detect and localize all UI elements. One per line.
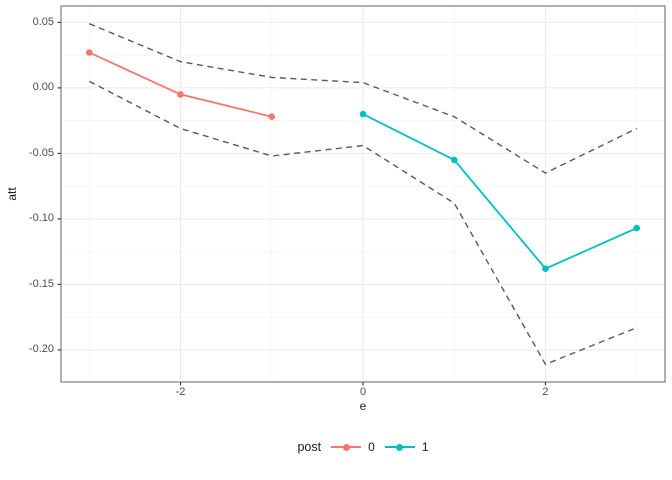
series-line-post-1 xyxy=(362,113,638,270)
legend-key-line-dot-icon xyxy=(384,439,415,455)
y-tick-label: -0.10 xyxy=(28,212,54,225)
plot-panel xyxy=(57,5,666,386)
legend: post 0 1 xyxy=(0,439,672,455)
y-tick-label: -0.05 xyxy=(28,146,54,159)
y-axis-title: att xyxy=(5,187,19,201)
legend-entry-post-1: 1 xyxy=(384,439,429,455)
legend-entry-post-0: 0 xyxy=(331,439,375,455)
data-point-post-0 xyxy=(268,113,276,121)
data-point-post-0 xyxy=(85,49,93,56)
data-point-post-1 xyxy=(359,110,367,118)
y-tick-label: -0.15 xyxy=(28,277,54,290)
legend-key-line-dot-icon xyxy=(331,439,362,455)
x-tick-label: 2 xyxy=(542,386,549,398)
legend-entry-label: 0 xyxy=(368,440,375,454)
x-axis-title: e xyxy=(359,399,367,413)
x-tick-label: -2 xyxy=(175,386,186,398)
data-point-post-1 xyxy=(542,265,549,272)
legend-title: post xyxy=(297,440,322,454)
data-point-post-1 xyxy=(633,224,641,232)
y-tick-label: -0.20 xyxy=(28,343,54,356)
data-point-post-1 xyxy=(450,156,458,164)
y-tick-label: 0.05 xyxy=(32,15,54,28)
y-tick-label: 0.00 xyxy=(32,81,54,94)
data-point-post-0 xyxy=(177,91,184,98)
confidence-band-upper xyxy=(89,23,638,174)
legend-entry-label: 1 xyxy=(421,440,429,454)
confidence-band-lower xyxy=(88,80,637,366)
x-tick-label: 0 xyxy=(359,386,367,398)
